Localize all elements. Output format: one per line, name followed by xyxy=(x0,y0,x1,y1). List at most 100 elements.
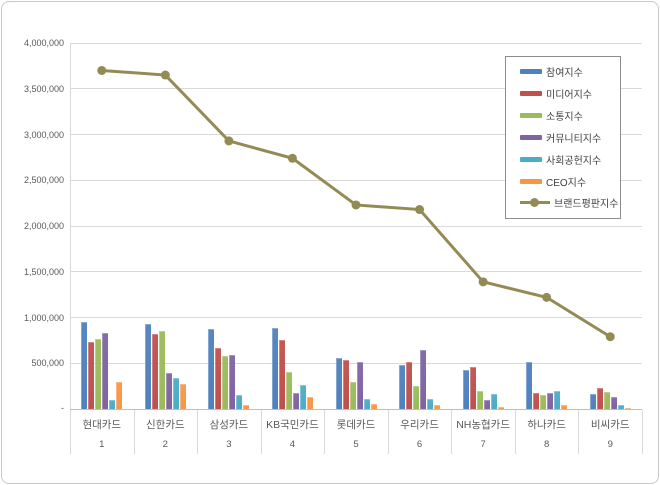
bar xyxy=(335,357,342,409)
bar xyxy=(356,361,363,409)
x-axis-line xyxy=(70,409,642,410)
bar xyxy=(547,393,554,409)
bar xyxy=(420,350,427,409)
y-axis-label: 3,000,000 xyxy=(23,129,64,140)
gridline xyxy=(70,225,642,227)
bar xyxy=(285,372,292,409)
bar xyxy=(624,407,631,409)
bar xyxy=(144,323,151,409)
y-axis-label: 4,000,000 xyxy=(23,38,64,48)
bar xyxy=(342,360,349,409)
y-axis-label: 1,500,000 xyxy=(23,266,64,277)
bar xyxy=(215,347,222,409)
bar xyxy=(490,393,497,409)
bar xyxy=(526,362,533,409)
bar xyxy=(299,385,306,409)
category-name-label: NH농협카드 xyxy=(456,419,510,431)
bar xyxy=(165,373,172,409)
category-cell: 신한카드 2 xyxy=(134,410,198,454)
category-separator xyxy=(578,410,580,454)
bar xyxy=(222,356,229,409)
legend-item: 사회공헌지수 xyxy=(520,152,620,167)
gridline xyxy=(70,362,642,364)
bar xyxy=(434,405,441,409)
legend-item: 커뮤니티지수 xyxy=(520,130,620,145)
bar xyxy=(406,362,413,409)
bar xyxy=(589,394,596,409)
bar xyxy=(554,391,561,409)
line-point-marker xyxy=(287,153,297,163)
bar xyxy=(533,392,540,409)
legend-item: CEO지수 xyxy=(520,174,620,189)
category-separator xyxy=(387,410,389,454)
legend-label: 사회공헌지수 xyxy=(546,155,602,167)
gridline xyxy=(70,134,642,135)
gridline xyxy=(70,42,642,44)
bar xyxy=(413,386,420,409)
bar xyxy=(399,365,406,409)
plot-area: 현대카드 1 신한카드 2 삼성카드 3 KB국민카드 4 롯데카드 5 우리카드 6 NH농협카드 7 하… xyxy=(70,42,643,454)
bar xyxy=(95,338,102,409)
category-number-label: 4 xyxy=(289,439,296,450)
bar xyxy=(427,398,434,409)
사회공헌지수-swatch-icon xyxy=(520,156,542,162)
bar xyxy=(610,397,617,409)
line-series-swatch-icon xyxy=(520,198,550,208)
category-cell: 롯데카드 5 xyxy=(324,410,388,454)
category-number-label: 2 xyxy=(162,439,168,450)
line-point-marker xyxy=(97,65,107,75)
legend-label: 브랜드평판지수 xyxy=(554,199,619,211)
bar xyxy=(462,369,469,409)
category-name-label: 하나카드 xyxy=(527,419,566,431)
bar xyxy=(243,405,250,409)
category-name-label: 비씨카드 xyxy=(590,419,630,431)
bar xyxy=(179,384,186,409)
category-separator xyxy=(514,410,516,454)
bar xyxy=(497,406,504,409)
category-separator xyxy=(197,410,199,454)
category-number-label: 7 xyxy=(480,439,486,450)
category-cell: KB국민카드 4 xyxy=(261,410,325,454)
참여지수-swatch-icon xyxy=(520,69,542,75)
bar xyxy=(603,392,610,409)
bar xyxy=(483,399,490,409)
bar xyxy=(349,381,356,409)
bar xyxy=(88,342,95,409)
line-series-marker-icon xyxy=(530,198,539,208)
bar xyxy=(306,396,313,409)
legend-label: 소통지수 xyxy=(546,112,583,124)
y-axis-label: 500,000 xyxy=(31,358,64,369)
category-separator xyxy=(451,410,453,454)
y-axis-zero-label: - xyxy=(61,403,64,413)
line-point-marker xyxy=(351,200,361,210)
line-point-marker xyxy=(478,277,488,287)
bar xyxy=(102,333,109,409)
CEO지수-swatch-icon xyxy=(520,178,542,184)
legend-label: 커뮤니티지수 xyxy=(546,133,602,145)
bar xyxy=(151,333,158,409)
line-point-marker xyxy=(224,136,234,146)
bar xyxy=(561,404,568,409)
bar xyxy=(172,378,179,409)
bar xyxy=(271,327,278,409)
line-point-marker xyxy=(415,205,425,215)
category-name-label: 신한카드 xyxy=(146,419,185,431)
gridline xyxy=(70,317,642,318)
legend-label: 미디어지수 xyxy=(546,90,592,102)
y-axis-label: 2,500,000 xyxy=(23,175,64,186)
legend-item: 미디어지수 xyxy=(520,86,620,101)
legend-item: 브랜드평판지수 xyxy=(520,195,620,210)
brand-index-line xyxy=(97,65,615,342)
category-cell: 현대카드 1 xyxy=(70,410,134,454)
category-number-label: 8 xyxy=(544,439,550,450)
bar xyxy=(617,405,624,409)
category-separator xyxy=(260,410,262,454)
bar xyxy=(363,398,370,409)
bar xyxy=(81,322,88,409)
bar xyxy=(370,403,377,409)
line-point-marker xyxy=(160,70,170,80)
category-name-label: 현대카드 xyxy=(82,419,122,431)
bar xyxy=(116,381,123,409)
line-point-marker xyxy=(542,292,552,302)
